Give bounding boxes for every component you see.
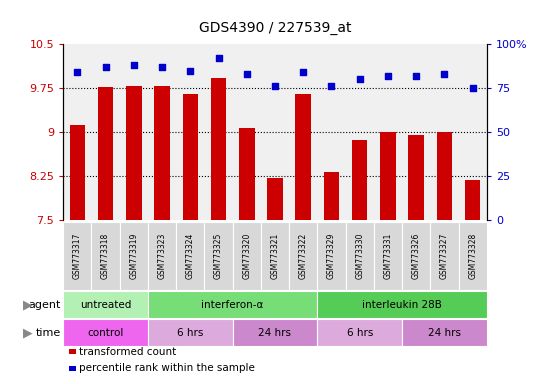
Point bbox=[468, 85, 477, 91]
Text: GSM773320: GSM773320 bbox=[242, 233, 251, 279]
Text: ▶: ▶ bbox=[23, 326, 32, 339]
Bar bbox=[289, 222, 317, 290]
Text: GSM773324: GSM773324 bbox=[186, 233, 195, 279]
Bar bbox=[261, 222, 289, 290]
Text: GSM773330: GSM773330 bbox=[355, 233, 364, 279]
Point bbox=[383, 73, 392, 79]
Bar bbox=[465, 180, 480, 220]
Bar bbox=[267, 177, 283, 220]
Text: 6 hrs: 6 hrs bbox=[177, 328, 204, 338]
Bar bbox=[409, 135, 424, 220]
Bar bbox=[402, 319, 487, 346]
Point bbox=[271, 83, 279, 89]
Bar bbox=[98, 87, 113, 220]
Text: GSM773321: GSM773321 bbox=[271, 233, 279, 279]
Bar bbox=[233, 319, 317, 346]
Bar bbox=[402, 222, 430, 290]
Point bbox=[158, 64, 167, 70]
Text: control: control bbox=[87, 328, 124, 338]
Text: agent: agent bbox=[28, 300, 60, 310]
Bar bbox=[148, 319, 233, 346]
Bar bbox=[120, 222, 148, 290]
Text: ▶: ▶ bbox=[23, 298, 32, 311]
Bar bbox=[317, 291, 487, 318]
Point bbox=[214, 55, 223, 61]
Text: GSM773327: GSM773327 bbox=[440, 233, 449, 279]
Text: interleukin 28B: interleukin 28B bbox=[362, 300, 442, 310]
Point bbox=[129, 62, 138, 68]
Bar bbox=[317, 319, 402, 346]
Text: time: time bbox=[35, 328, 60, 338]
Bar bbox=[148, 222, 176, 290]
Text: GSM773329: GSM773329 bbox=[327, 233, 336, 279]
Point bbox=[440, 71, 449, 77]
Bar bbox=[126, 86, 141, 220]
Point bbox=[186, 68, 195, 74]
Text: GSM773331: GSM773331 bbox=[383, 233, 393, 279]
Text: GSM773318: GSM773318 bbox=[101, 233, 110, 279]
Bar bbox=[317, 222, 345, 290]
Bar bbox=[63, 319, 148, 346]
Bar bbox=[63, 291, 148, 318]
Text: untreated: untreated bbox=[80, 300, 131, 310]
Bar bbox=[345, 222, 374, 290]
Bar bbox=[324, 172, 339, 220]
Text: GDS4390 / 227539_at: GDS4390 / 227539_at bbox=[199, 21, 351, 35]
Bar bbox=[63, 222, 91, 290]
Bar bbox=[437, 132, 452, 220]
Point bbox=[243, 71, 251, 77]
Bar bbox=[211, 78, 226, 220]
Bar bbox=[430, 222, 459, 290]
Text: interferon-α: interferon-α bbox=[201, 300, 264, 310]
Point bbox=[412, 73, 421, 79]
Bar bbox=[155, 86, 170, 220]
Text: 6 hrs: 6 hrs bbox=[346, 328, 373, 338]
Point bbox=[299, 69, 307, 75]
Text: GSM773317: GSM773317 bbox=[73, 233, 82, 279]
Point bbox=[327, 83, 336, 89]
Text: GSM773323: GSM773323 bbox=[157, 233, 167, 279]
Bar bbox=[295, 94, 311, 220]
Point bbox=[101, 64, 110, 70]
Bar bbox=[380, 132, 395, 220]
Text: 24 hrs: 24 hrs bbox=[258, 328, 292, 338]
Text: GSM773319: GSM773319 bbox=[129, 233, 139, 279]
Bar bbox=[374, 222, 402, 290]
Bar bbox=[70, 125, 85, 220]
Bar bbox=[459, 222, 487, 290]
Text: GSM773325: GSM773325 bbox=[214, 233, 223, 279]
Text: 24 hrs: 24 hrs bbox=[428, 328, 461, 338]
Text: percentile rank within the sample: percentile rank within the sample bbox=[79, 363, 255, 373]
Bar bbox=[91, 222, 120, 290]
Bar bbox=[205, 222, 233, 290]
Bar bbox=[352, 140, 367, 220]
Point bbox=[355, 76, 364, 83]
Bar bbox=[176, 222, 205, 290]
Point bbox=[73, 69, 82, 75]
Text: GSM773328: GSM773328 bbox=[468, 233, 477, 279]
Text: GSM773322: GSM773322 bbox=[299, 233, 308, 279]
Bar bbox=[148, 291, 317, 318]
Bar bbox=[183, 94, 198, 220]
Bar bbox=[239, 127, 255, 220]
Text: transformed count: transformed count bbox=[79, 347, 176, 357]
Text: GSM773326: GSM773326 bbox=[411, 233, 421, 279]
Bar bbox=[233, 222, 261, 290]
